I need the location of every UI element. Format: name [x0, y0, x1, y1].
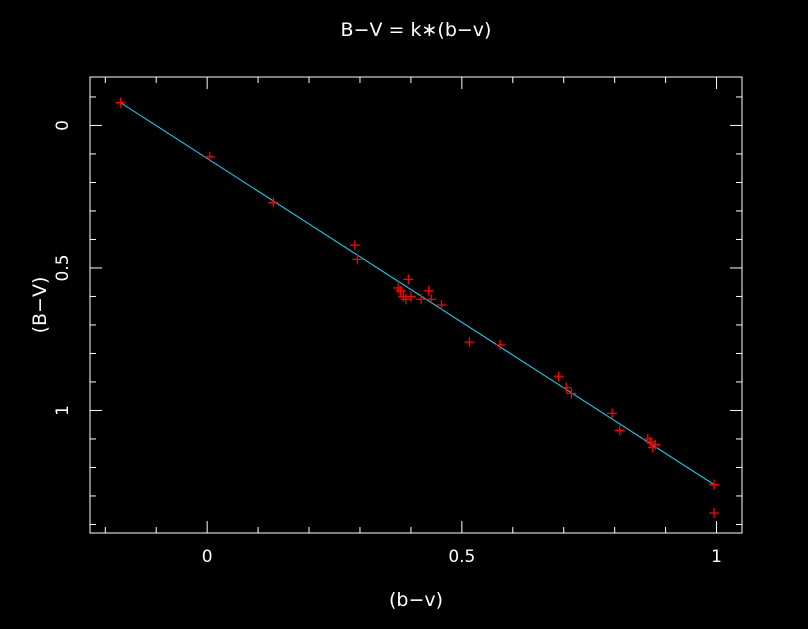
- data-point-marker: [436, 300, 447, 310]
- y-axis-label: (B−V): [29, 277, 51, 334]
- data-point-marker: [268, 197, 279, 208]
- fit-line-layer: [120, 102, 715, 485]
- data-point-marker: [566, 388, 577, 399]
- data-point-marker: [423, 285, 434, 296]
- x-tick-label: 0: [202, 547, 213, 567]
- data-point-marker: [553, 371, 564, 382]
- data-point-marker: [405, 291, 416, 302]
- fit-line: [120, 102, 715, 485]
- data-point-marker: [426, 294, 437, 305]
- data-point-marker: [395, 285, 406, 296]
- y-tick-label: 0.5: [53, 254, 73, 281]
- data-point-marker: [403, 274, 414, 285]
- data-point-marker: [400, 294, 411, 305]
- data-point-marker: [607, 408, 618, 419]
- data-point-marker: [204, 151, 215, 162]
- tick-labels: 0 0.5 1 0 0.5 1: [53, 120, 722, 567]
- x-tick-label: 1: [711, 547, 722, 567]
- data-point-marker: [642, 433, 653, 444]
- axis-ticks: [90, 77, 742, 533]
- data-point-marker: [352, 254, 363, 265]
- data-point-marker: [495, 339, 506, 350]
- data-point-marker: [561, 382, 572, 393]
- data-point-marker: [416, 294, 427, 305]
- y-tick-label: 1: [53, 405, 73, 416]
- data-points-layer: [115, 97, 719, 519]
- data-point-marker: [349, 240, 360, 251]
- y-tick-label: 0: [53, 120, 73, 131]
- data-point-marker: [464, 337, 475, 348]
- chart-title: B−V = k∗(b−v): [341, 19, 492, 41]
- x-tick-label: 0.5: [448, 547, 475, 567]
- data-point-marker: [650, 439, 661, 450]
- data-point-marker: [645, 436, 656, 447]
- x-axis-label: (b−v): [389, 589, 443, 611]
- data-point-marker: [614, 425, 625, 436]
- data-point-marker: [708, 508, 719, 519]
- plot-frame: [89, 76, 743, 534]
- data-point-marker: [115, 97, 126, 108]
- data-point-marker: [708, 479, 719, 490]
